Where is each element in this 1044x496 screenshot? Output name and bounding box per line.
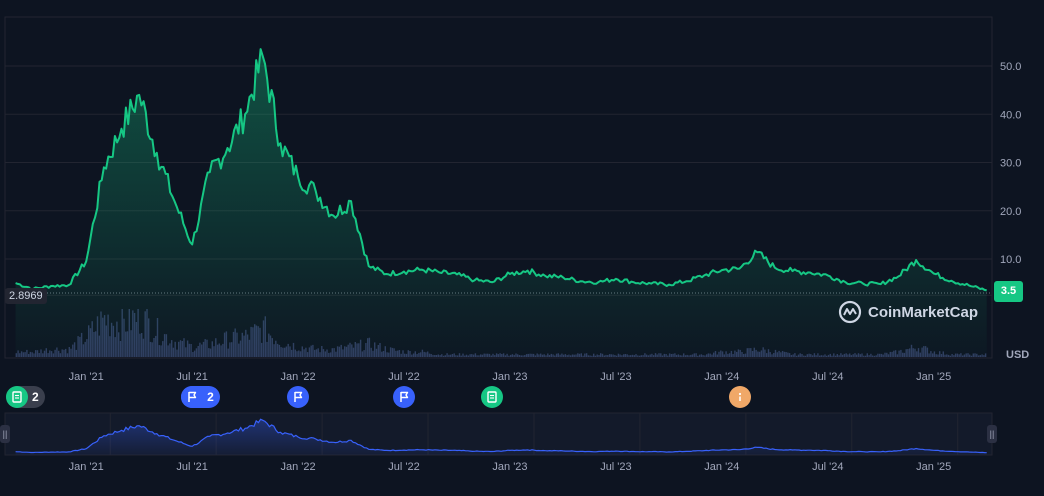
x-tick-label: Jan '25 [916,371,951,383]
navigator-right-handle[interactable]: || [987,425,997,443]
brand-name: CoinMarketCap [868,303,979,321]
document-event-marker[interactable] [481,386,504,408]
flag-event-marker[interactable]: 2 [181,386,220,408]
plot-frame [4,16,993,359]
navigator-tick-label: Jan '22 [281,461,316,473]
x-tick-label: Jul '24 [812,371,843,383]
navigator-line [15,418,987,454]
last-price-label: 3.5 [994,281,1023,302]
y-axis: 10.0 20.0 30.0 40.0 50.0 [1000,61,1021,266]
navigator-tick-label: Jan '25 [916,461,951,473]
currency-label: USD [1006,349,1030,361]
flag-icon [181,386,204,408]
flag-event-marker[interactable] [287,386,310,408]
navigator-tick-label: Jul '24 [812,461,843,473]
y-tick-label: 30.0 [1000,158,1021,170]
document-icon [481,386,504,408]
document-event-marker[interactable]: 2 [6,386,45,408]
info-event-marker[interactable] [728,386,751,408]
y-tick-label: 20.0 [1000,206,1021,218]
y-tick-label: 50.0 [1000,61,1021,73]
x-tick-label: Jan '22 [281,371,316,383]
x-tick-label: Jul '21 [176,371,207,383]
x-axis: Jan '21 Jul '21 Jan '22 Jul '22 Jan '23 Jul '… [69,371,952,383]
navigator-gridlines [109,413,959,455]
navigator-x-axis: Jan '21 Jul '21 Jan '22 Jul '22 Jan '23 Jul '… [69,461,952,473]
x-tick-label: Jul '22 [388,371,419,383]
navigator-tick-label: Jan '24 [704,461,739,473]
flag-event-marker[interactable] [393,386,416,408]
x-tick-label: Jan '21 [69,371,104,383]
flag-icon [393,386,416,408]
price-line [15,48,987,292]
flag-icon [287,386,310,408]
navigator-tick-label: Jul '21 [176,461,207,473]
price-area [15,49,987,357]
event-count: 2 [32,390,39,404]
navigator-tick-label: Jul '22 [388,461,419,473]
x-tick-label: Jan '24 [704,371,739,383]
event-count: 2 [207,390,214,404]
navigator-tick-label: Jul '23 [600,461,631,473]
navigator-left-handle[interactable]: || [0,425,10,443]
x-tick-label: Jul '23 [600,371,631,383]
navigator-tick-label: Jan '21 [69,461,104,473]
x-tick-label: Jan '23 [492,371,527,383]
info-icon [728,386,751,408]
navigator-area [15,419,987,455]
y-tick-label: 10.0 [1000,254,1021,266]
coinmarketcap-icon [838,300,862,324]
navigator-tick-label: Jan '23 [492,461,527,473]
min-price-label: 2.8969 [5,288,47,304]
brand-logo: CoinMarketCap [838,300,978,324]
y-tick-label: 40.0 [1000,109,1021,121]
document-icon [6,386,28,408]
